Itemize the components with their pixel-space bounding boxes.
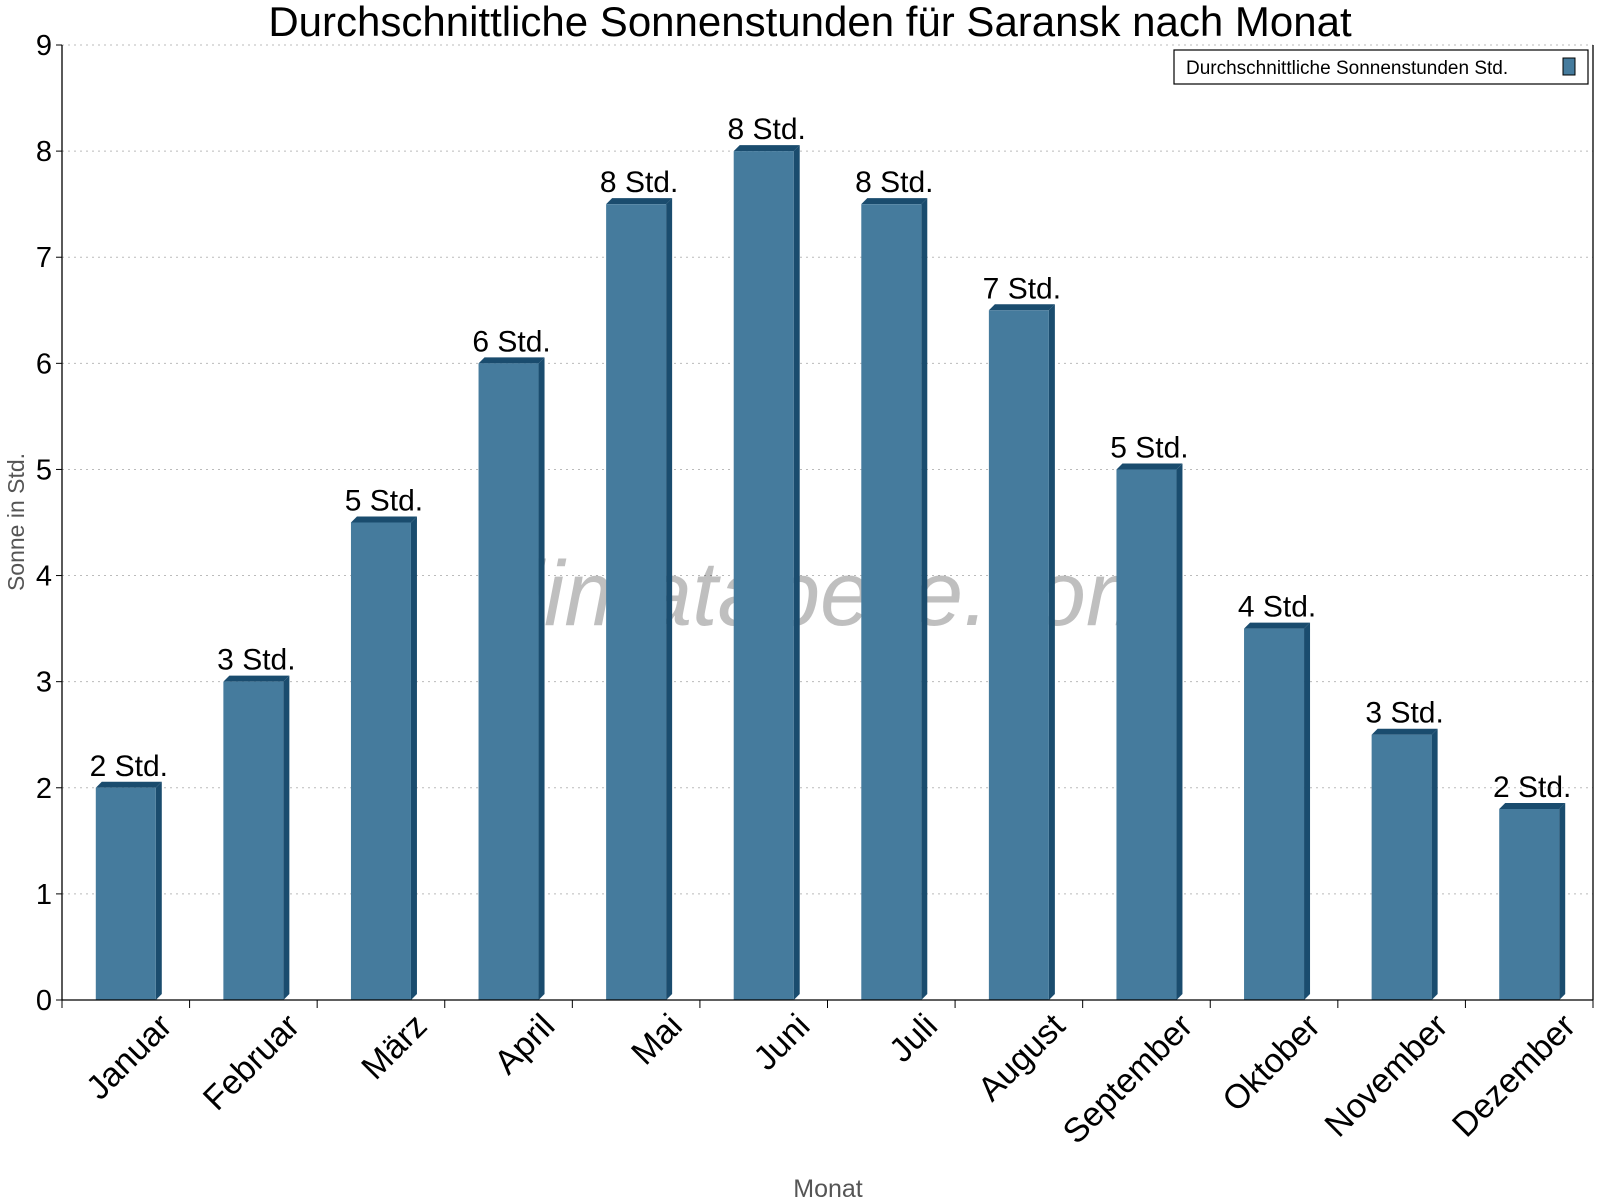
bar [606, 204, 667, 1000]
bar-top [1499, 803, 1566, 809]
bar-side [538, 357, 545, 1000]
bar-november: 3 Std. [1365, 697, 1444, 1000]
x-tick-label: Juni [746, 1007, 817, 1078]
y-tick-label: 7 [36, 242, 52, 274]
y-axis-label: Sonne in Std. [3, 453, 29, 591]
bar-mai: 8 Std. [600, 166, 678, 1000]
bar-märz: 5 Std. [345, 485, 423, 1000]
legend: Durchschnittliche Sonnenstunden Std. [1173, 49, 1589, 85]
watermark: klimatabelle.com [477, 543, 1162, 645]
bar-februar: 3 Std. [217, 644, 296, 1000]
bar-top [861, 198, 928, 205]
data-label: 2 Std. [1493, 771, 1571, 804]
bar [1116, 469, 1177, 1000]
bar-top [733, 145, 800, 152]
bar-side [283, 675, 290, 1000]
bar-top [988, 304, 1055, 311]
legend-label: Durchschnittliche Sonnenstunden Std. [1186, 58, 1508, 79]
bar [988, 310, 1049, 1000]
x-tick-label: August [971, 1006, 1073, 1108]
y-tick-label: 2 [36, 773, 52, 805]
y-tick-label: 1 [36, 879, 52, 911]
bar-side [666, 198, 673, 1000]
data-label: 5 Std. [1110, 431, 1188, 464]
x-tick-label: Mai [624, 1007, 690, 1073]
grid-lines [62, 44, 1593, 895]
y-tick-label: 5 [36, 454, 52, 486]
bar [1371, 734, 1432, 1000]
x-tick-label: November [1318, 1007, 1456, 1145]
y-tick-label: 4 [36, 561, 52, 593]
bar-top [350, 516, 417, 523]
bar-top [1116, 463, 1183, 470]
data-label: 7 Std. [983, 272, 1061, 305]
bar-juli: 8 Std. [855, 166, 933, 1000]
x-tick-label: Juli [882, 1007, 945, 1070]
x-tick-label: Februar [196, 1007, 307, 1118]
bar-top [478, 357, 545, 364]
data-label: 3 Std. [217, 644, 295, 677]
data-label: 3 Std. [1365, 697, 1443, 730]
chart-title: Durchschnittliche Sonnenstunden für Sara… [268, 0, 1352, 45]
bar [223, 681, 284, 1000]
y-tick-label: 0 [36, 985, 52, 1017]
bar [478, 363, 539, 1000]
legend-box [1173, 49, 1589, 85]
bar-oktober: 4 Std. [1238, 591, 1316, 1000]
data-label: 6 Std. [472, 325, 550, 358]
bar-top [95, 781, 162, 788]
data-label: 4 Std. [1238, 591, 1316, 624]
x-tick-label: September [1056, 1007, 1200, 1151]
bar-januar: 2 Std. [90, 750, 168, 1000]
data-label: 8 Std. [855, 166, 933, 199]
bar-side [793, 145, 800, 1001]
bar [1499, 809, 1560, 1000]
y-tick-label: 8 [36, 136, 52, 168]
bars: 2 Std. 3 Std. 5 Std. 6 Std. 8 Std. 8 Std. 8 St… [90, 113, 1571, 1001]
bar-april: 6 Std. [472, 325, 551, 1000]
x-tick-label: März [354, 1007, 434, 1087]
x-tick-label: Oktober [1215, 1007, 1327, 1119]
bar-side [1559, 803, 1566, 1000]
bar-side [1048, 304, 1055, 1000]
bar-top [1244, 622, 1311, 629]
y-tick-label: 9 [36, 30, 52, 62]
bar-side [1304, 622, 1311, 1000]
x-tick-label: Dezember [1445, 1007, 1583, 1145]
y-tick-label: 3 [36, 667, 52, 699]
bar-side [921, 198, 928, 1000]
bar-top [606, 198, 673, 205]
x-axis-label: Monat [793, 1175, 863, 1200]
bar-september: 5 Std. [1110, 431, 1189, 1000]
bar-side [1176, 463, 1183, 1000]
bar-side [1431, 728, 1438, 1000]
y-tick-label: 6 [36, 348, 52, 380]
axes [56, 44, 1594, 1008]
bar [1244, 628, 1305, 1000]
bar-side [410, 516, 417, 1000]
bar-dezember: 2 Std. [1493, 771, 1571, 1000]
bar-side [155, 781, 162, 1000]
bar-august: 7 Std. [983, 272, 1061, 1000]
legend-swatch [1562, 57, 1576, 76]
x-tick-label: April [487, 1007, 562, 1082]
data-label: 8 Std. [600, 166, 678, 199]
bar [733, 151, 794, 1001]
x-tick-label: Januar [79, 1007, 179, 1107]
bar [350, 522, 411, 1000]
bar-juni: 8 Std. [728, 113, 806, 1001]
bar-top [223, 675, 290, 682]
data-label: 5 Std. [345, 485, 423, 518]
bar [95, 787, 156, 1000]
bar-top [1371, 728, 1438, 735]
data-label: 8 Std. [728, 113, 806, 146]
bar [861, 204, 922, 1000]
data-label: 2 Std. [90, 750, 168, 783]
